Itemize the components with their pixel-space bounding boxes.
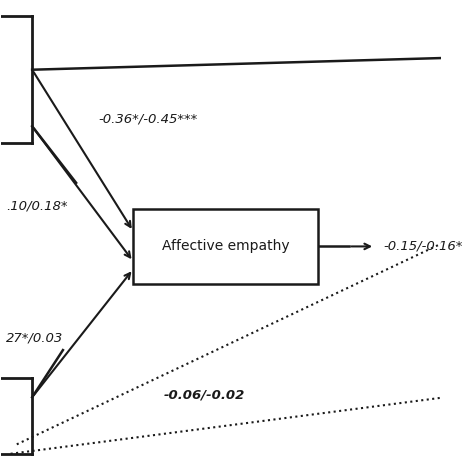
Text: -0.36*/-0.45***: -0.36*/-0.45*** — [98, 113, 197, 126]
Text: -0.15/-0.16*: -0.15/-0.16* — [384, 240, 463, 253]
Text: -0.06/-0.02: -0.06/-0.02 — [164, 388, 246, 401]
Text: 27*/0.03: 27*/0.03 — [6, 332, 63, 345]
Bar — [133, 209, 318, 284]
Text: .10/0.18*: .10/0.18* — [6, 200, 67, 213]
Text: Affective empathy: Affective empathy — [162, 239, 290, 254]
